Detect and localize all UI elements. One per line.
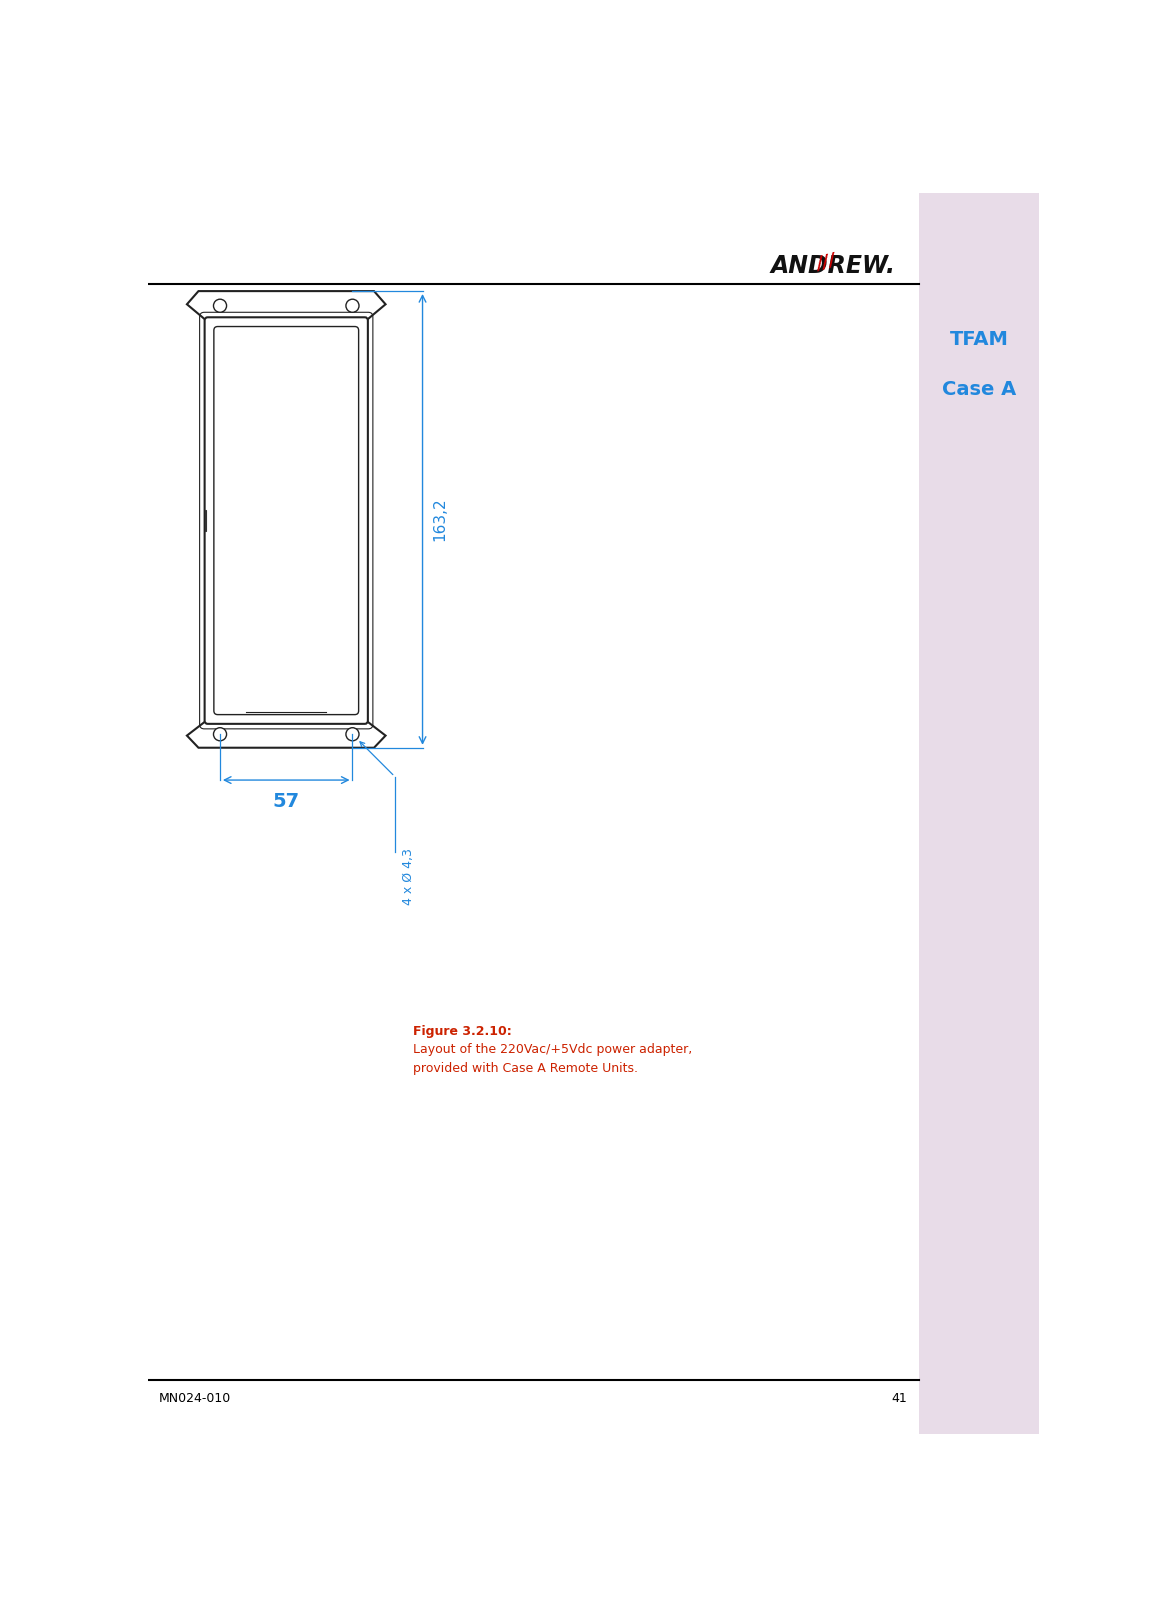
- FancyBboxPatch shape: [214, 327, 359, 715]
- Text: 4 x Ø 4,3: 4 x Ø 4,3: [402, 847, 416, 905]
- Text: 57: 57: [272, 791, 300, 810]
- Polygon shape: [186, 292, 386, 321]
- Text: ///: ///: [815, 251, 838, 274]
- Bar: [919, 193, 1039, 1434]
- Circle shape: [213, 300, 227, 313]
- Circle shape: [213, 728, 227, 741]
- Text: ANDREW.: ANDREW.: [771, 253, 896, 277]
- Text: Figure 3.2.10:: Figure 3.2.10:: [413, 1025, 512, 1037]
- Text: MN024-010: MN024-010: [159, 1392, 232, 1405]
- Bar: [205, 509, 206, 532]
- Text: TFAM: TFAM: [950, 330, 1009, 350]
- Text: provided with Case A Remote Units.: provided with Case A Remote Units.: [413, 1062, 638, 1075]
- Polygon shape: [186, 720, 386, 748]
- Circle shape: [346, 728, 359, 741]
- Circle shape: [346, 300, 359, 313]
- Text: 163,2: 163,2: [432, 498, 447, 541]
- FancyBboxPatch shape: [205, 317, 368, 723]
- Text: 41: 41: [892, 1392, 908, 1405]
- Text: Layout of the 220Vac/+5Vdc power adapter,: Layout of the 220Vac/+5Vdc power adapter…: [413, 1044, 692, 1057]
- Text: Case A: Case A: [941, 380, 1017, 400]
